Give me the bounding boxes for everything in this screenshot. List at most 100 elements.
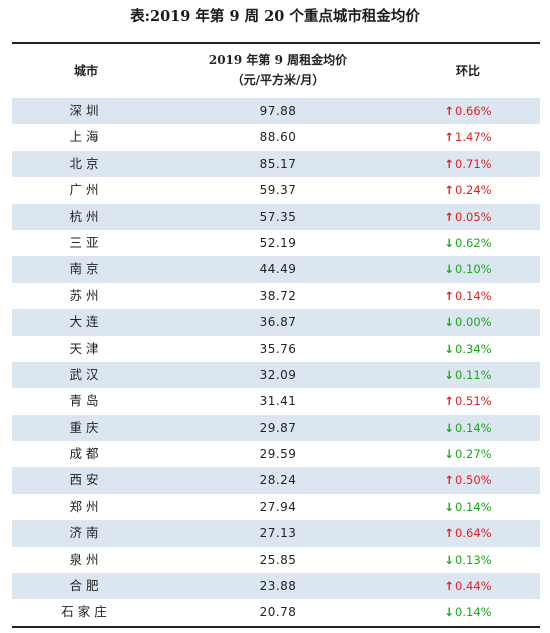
header-change: 环比 xyxy=(455,64,480,78)
arrow-down-icon: ↓ xyxy=(444,341,455,356)
city-cell: 杭州 xyxy=(69,208,103,224)
change-cell: ↑0.44% xyxy=(396,573,540,599)
change-value: 0.34% xyxy=(455,341,492,356)
change-value: 1.47% xyxy=(455,130,492,145)
price-cell: 85.17 xyxy=(259,156,297,171)
header-city: 城市 xyxy=(73,64,98,78)
change-cell: ↑0.50% xyxy=(396,467,540,493)
arrow-up-icon: ↑ xyxy=(444,473,455,488)
header-price-line1: 2019 年第 9 周租金均价 xyxy=(208,53,348,67)
city-cell: 大连 xyxy=(69,314,103,330)
change-value: 0.14% xyxy=(455,420,492,435)
arrow-up-icon: ↑ xyxy=(444,183,455,198)
table-body: 深圳 97.88 ↑0.66% 上海 88.60 ↑1.47% 北京 85.17 ↑0.71% 广… xyxy=(12,98,540,626)
change-cell: ↓0.13% xyxy=(396,547,540,573)
change-value: 0.14% xyxy=(455,605,492,620)
change-cell: ↑0.24% xyxy=(396,177,540,203)
arrow-up-icon: ↑ xyxy=(444,130,455,145)
rent-table: 城市 2019 年第 9 周租金均价 （元/平方米/月） 环比 深圳 97.88 ↑… xyxy=(12,42,540,628)
table-row: 天津 35.76 ↓0.34% xyxy=(12,336,540,362)
change-value: 0.14% xyxy=(455,288,492,303)
change-cell: ↓0.62% xyxy=(396,230,540,256)
price-cell: 32.09 xyxy=(259,367,297,382)
city-cell: 青岛 xyxy=(69,393,103,409)
price-cell: 31.41 xyxy=(259,394,297,409)
price-cell: 57.35 xyxy=(259,209,297,224)
change-cell: ↓0.14% xyxy=(396,599,540,625)
change-cell: ↑0.66% xyxy=(396,98,540,124)
table-row: 青岛 31.41 ↑0.51% xyxy=(12,388,540,414)
arrow-up-icon: ↑ xyxy=(444,104,455,118)
change-cell: ↓0.11% xyxy=(396,362,540,388)
arrow-down-icon: ↓ xyxy=(444,235,455,250)
price-cell: 38.72 xyxy=(259,288,297,303)
change-value: 0.62% xyxy=(455,235,492,250)
arrow-down-icon: ↓ xyxy=(444,447,455,462)
table-row: 合肥 23.88 ↑0.44% xyxy=(12,573,540,600)
price-cell: 88.60 xyxy=(259,130,297,145)
city-cell: 西安 xyxy=(69,472,103,488)
change-value: 0.44% xyxy=(455,579,492,594)
header-price: 2019 年第 9 周租金均价 （元/平方米/月） xyxy=(160,50,396,90)
arrow-down-icon: ↓ xyxy=(444,420,455,435)
table-row: 武汉 32.09 ↓0.11% xyxy=(12,361,540,389)
change-cell: ↑1.47% xyxy=(396,124,540,150)
change-value: 0.24% xyxy=(455,183,492,198)
change-value: 0.10% xyxy=(455,262,492,277)
table-row: 北京 85.17 ↑0.71% xyxy=(12,150,540,178)
arrow-down-icon: ↓ xyxy=(444,315,455,330)
table-top-rule xyxy=(12,42,540,44)
header-price-unit: （元/平方米/月） xyxy=(231,73,325,87)
city-cell: 上海 xyxy=(69,129,103,145)
change-value: 0.11% xyxy=(455,367,492,382)
change-value: 0.51% xyxy=(455,394,492,409)
change-cell: ↓0.00% xyxy=(396,309,540,335)
arrow-down-icon: ↓ xyxy=(444,367,455,382)
change-cell: ↑0.51% xyxy=(396,388,540,414)
city-cell: 苏州 xyxy=(69,287,103,303)
change-value: 0.13% xyxy=(455,552,492,567)
table-row: 大连 36.87 ↓0.00% xyxy=(12,309,540,336)
change-cell: ↑0.71% xyxy=(396,151,540,177)
city-cell: 深圳 xyxy=(69,103,103,118)
city-cell: 济南 xyxy=(69,525,103,541)
arrow-down-icon: ↓ xyxy=(444,262,455,277)
table-header: 城市 2019 年第 9 周租金均价 （元/平方米/月） 环比 xyxy=(12,44,540,98)
table-row: 西安 28.24 ↑0.50% xyxy=(12,467,540,494)
change-value: 0.71% xyxy=(455,156,492,171)
price-cell: 27.94 xyxy=(259,499,297,514)
change-value: 0.27% xyxy=(455,447,492,462)
table-bottom-rule xyxy=(12,625,540,628)
change-cell: ↓0.34% xyxy=(396,336,540,362)
arrow-up-icon: ↑ xyxy=(444,209,455,224)
change-cell: ↓0.14% xyxy=(396,494,540,520)
table-row: 石家庄 20.78 ↓0.14% xyxy=(12,599,540,625)
change-value: 0.05% xyxy=(455,209,492,224)
price-cell: 97.88 xyxy=(259,104,297,118)
city-cell: 石家庄 xyxy=(61,604,111,620)
city-cell: 重庆 xyxy=(69,419,103,435)
price-cell: 59.37 xyxy=(259,183,297,198)
change-cell: ↑0.14% xyxy=(396,283,540,309)
table-row: 泉州 25.85 ↓0.13% xyxy=(12,547,540,573)
change-value: 0.50% xyxy=(455,473,492,488)
table-row: 成都 29.59 ↓0.27% xyxy=(12,441,540,467)
price-cell: 27.13 xyxy=(259,526,297,541)
change-cell: ↓0.27% xyxy=(396,441,540,467)
table-row: 济南 27.13 ↑0.64% xyxy=(12,520,540,547)
price-cell: 52.19 xyxy=(259,235,297,250)
change-cell: ↑0.64% xyxy=(396,520,540,546)
city-cell: 泉州 xyxy=(69,551,103,567)
city-cell: 南京 xyxy=(69,261,103,277)
change-cell: ↓0.10% xyxy=(396,256,540,282)
city-cell: 合肥 xyxy=(69,578,103,594)
arrow-up-icon: ↑ xyxy=(444,579,455,594)
price-cell: 25.85 xyxy=(259,552,297,567)
city-cell: 广州 xyxy=(69,182,103,198)
price-cell: 29.59 xyxy=(259,447,297,462)
table-row: 重庆 29.87 ↓0.14% xyxy=(12,414,540,442)
arrow-up-icon: ↑ xyxy=(444,526,455,541)
table-row: 苏州 38.72 ↑0.14% xyxy=(12,283,540,309)
change-value: 0.64% xyxy=(455,526,492,541)
price-cell: 36.87 xyxy=(259,315,297,330)
